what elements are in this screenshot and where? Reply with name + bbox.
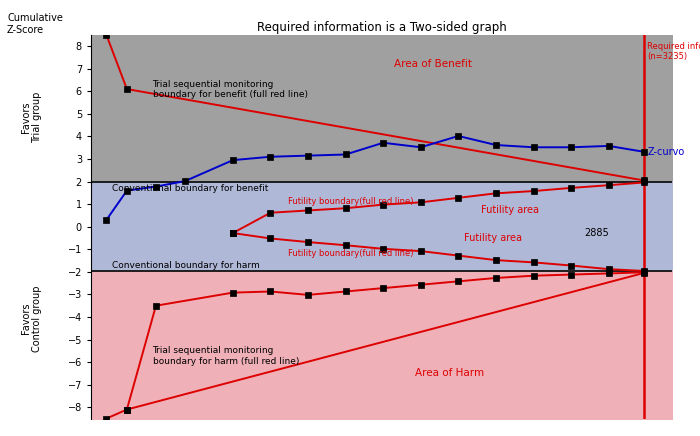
Text: Area of Benefit: Area of Benefit [394,59,472,69]
Text: Required information
(n=3235): Required information (n=3235) [648,42,700,61]
Text: Trial sequential monitoring
boundary for benefit (full red line): Trial sequential monitoring boundary for… [153,80,307,99]
Text: Favors
Control group: Favors Control group [21,285,42,351]
Text: Futility boundary(full red line): Futility boundary(full red line) [288,249,413,258]
Text: Futility boundary(full red line): Futility boundary(full red line) [288,197,413,206]
Text: Area of Harm: Area of Harm [415,368,484,378]
Text: Conventional boundary for benefit: Conventional boundary for benefit [111,184,268,193]
Title: Required information is a Two-sided graph: Required information is a Two-sided grap… [257,21,506,34]
Text: Futility area: Futility area [481,205,539,215]
Text: 2885: 2885 [584,228,609,238]
Text: Conventional boundary for harm: Conventional boundary for harm [111,261,259,269]
Text: Futility area: Futility area [463,233,522,243]
Text: Trial sequential monitoring
boundary for harm (full red line): Trial sequential monitoring boundary for… [153,346,299,366]
Text: Cumulative
Z-Score: Cumulative Z-Score [7,13,63,35]
Text: Z-curvo: Z-curvo [648,147,685,157]
Text: Favors
Trial group: Favors Trial group [21,92,42,143]
